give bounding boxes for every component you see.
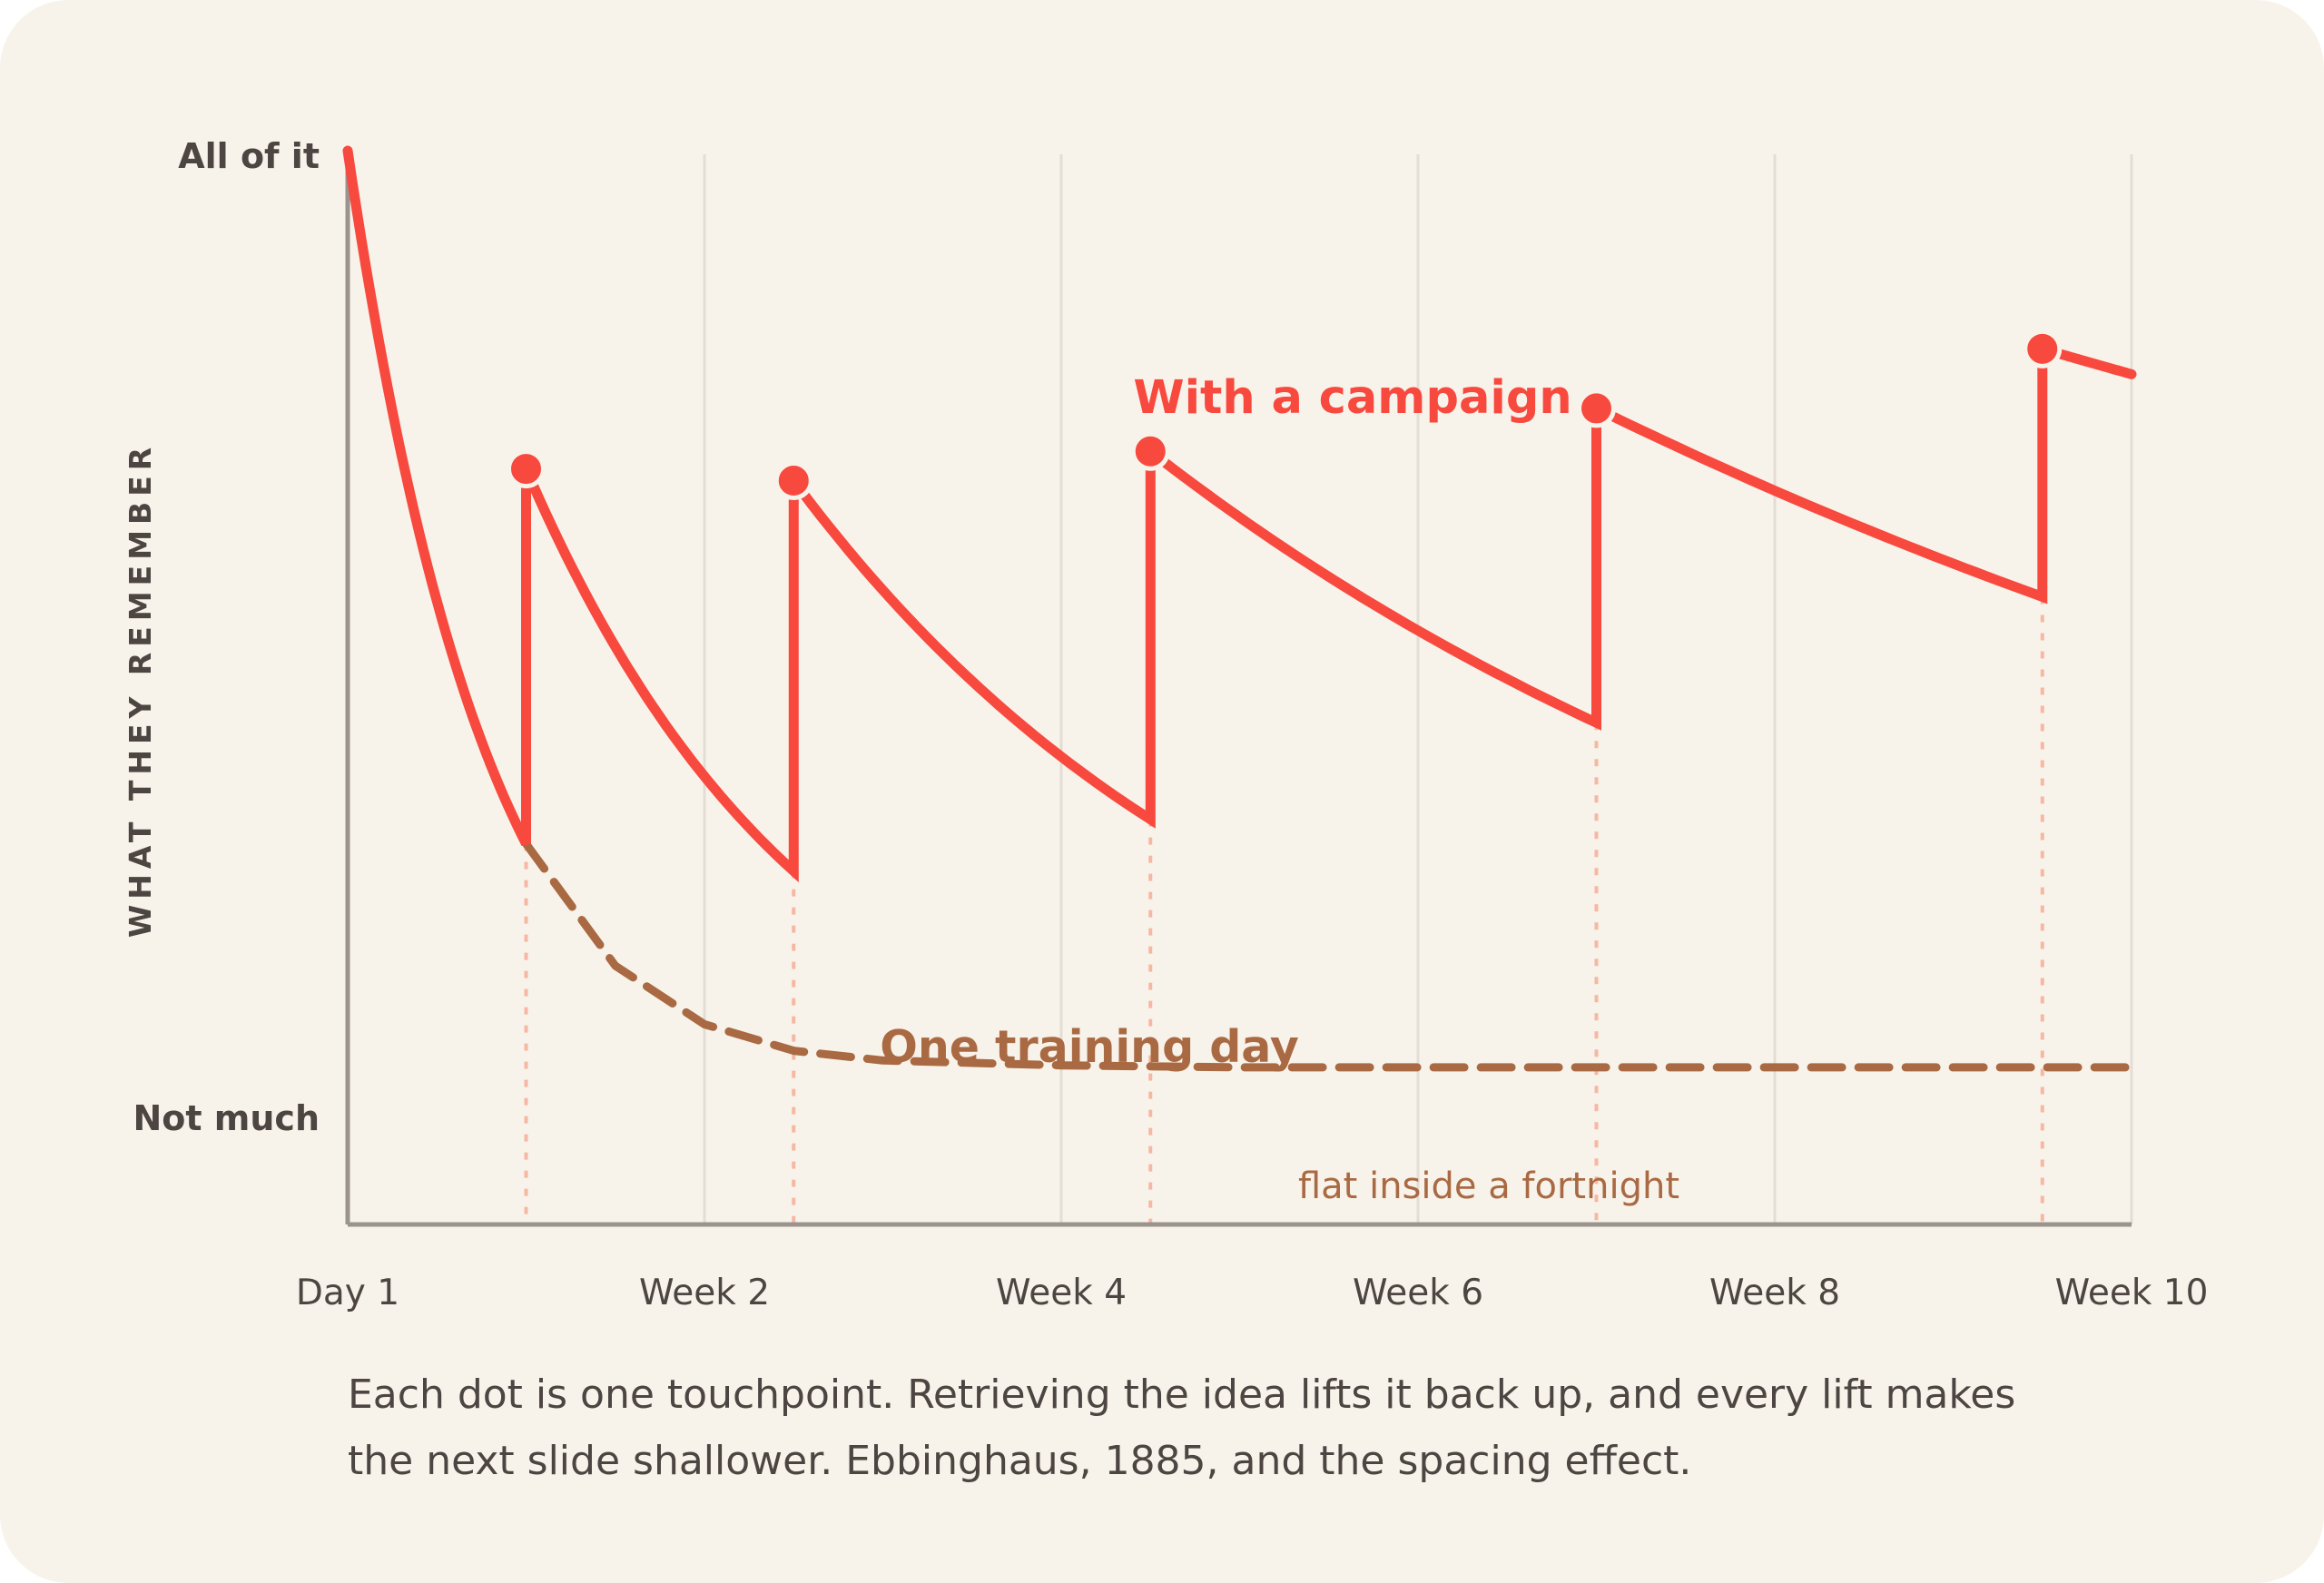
training-series-label: One training day: [880, 1021, 1299, 1073]
series-layer: [342, 145, 2137, 1072]
x-tick-labels: Day 1 Week 2 Week 4 Week 6 Week 8 Week 10: [296, 1273, 2209, 1313]
grid-lines: [703, 154, 2133, 1224]
x-tick-label: Day 1: [296, 1273, 399, 1313]
x-tick-label: Week 10: [2055, 1273, 2209, 1313]
x-tick-label: Week 4: [996, 1273, 1127, 1313]
y-tick-bottom: Not much: [133, 1098, 320, 1138]
touchpoint-dot: [1577, 388, 1616, 428]
touchpoint-guides: [524, 596, 2044, 1224]
touchpoint-dot: [2023, 329, 2063, 369]
touchpoint-dot: [507, 449, 546, 489]
touchpoint-dot: [773, 461, 813, 501]
y-axis-label: WHAT THEY REMEMBER: [123, 442, 158, 938]
flat-annotation: flat inside a fortnight: [1298, 1165, 1679, 1207]
touchpoint-dot: [1130, 431, 1170, 471]
x-tick-label: Week 2: [639, 1273, 770, 1313]
chart-caption: Each dot is one touchpoint. Retrieving t…: [348, 1372, 2016, 1484]
x-tick-label: Week 6: [1353, 1273, 1483, 1313]
axes: [345, 147, 2132, 1227]
campaign-series-label: With a campaign: [1133, 371, 1571, 425]
campaign-line: [342, 145, 2137, 883]
x-tick-label: Week 8: [1709, 1273, 1840, 1313]
training-day-line: [522, 840, 2136, 1072]
y-tick-top: All of it: [178, 136, 320, 176]
